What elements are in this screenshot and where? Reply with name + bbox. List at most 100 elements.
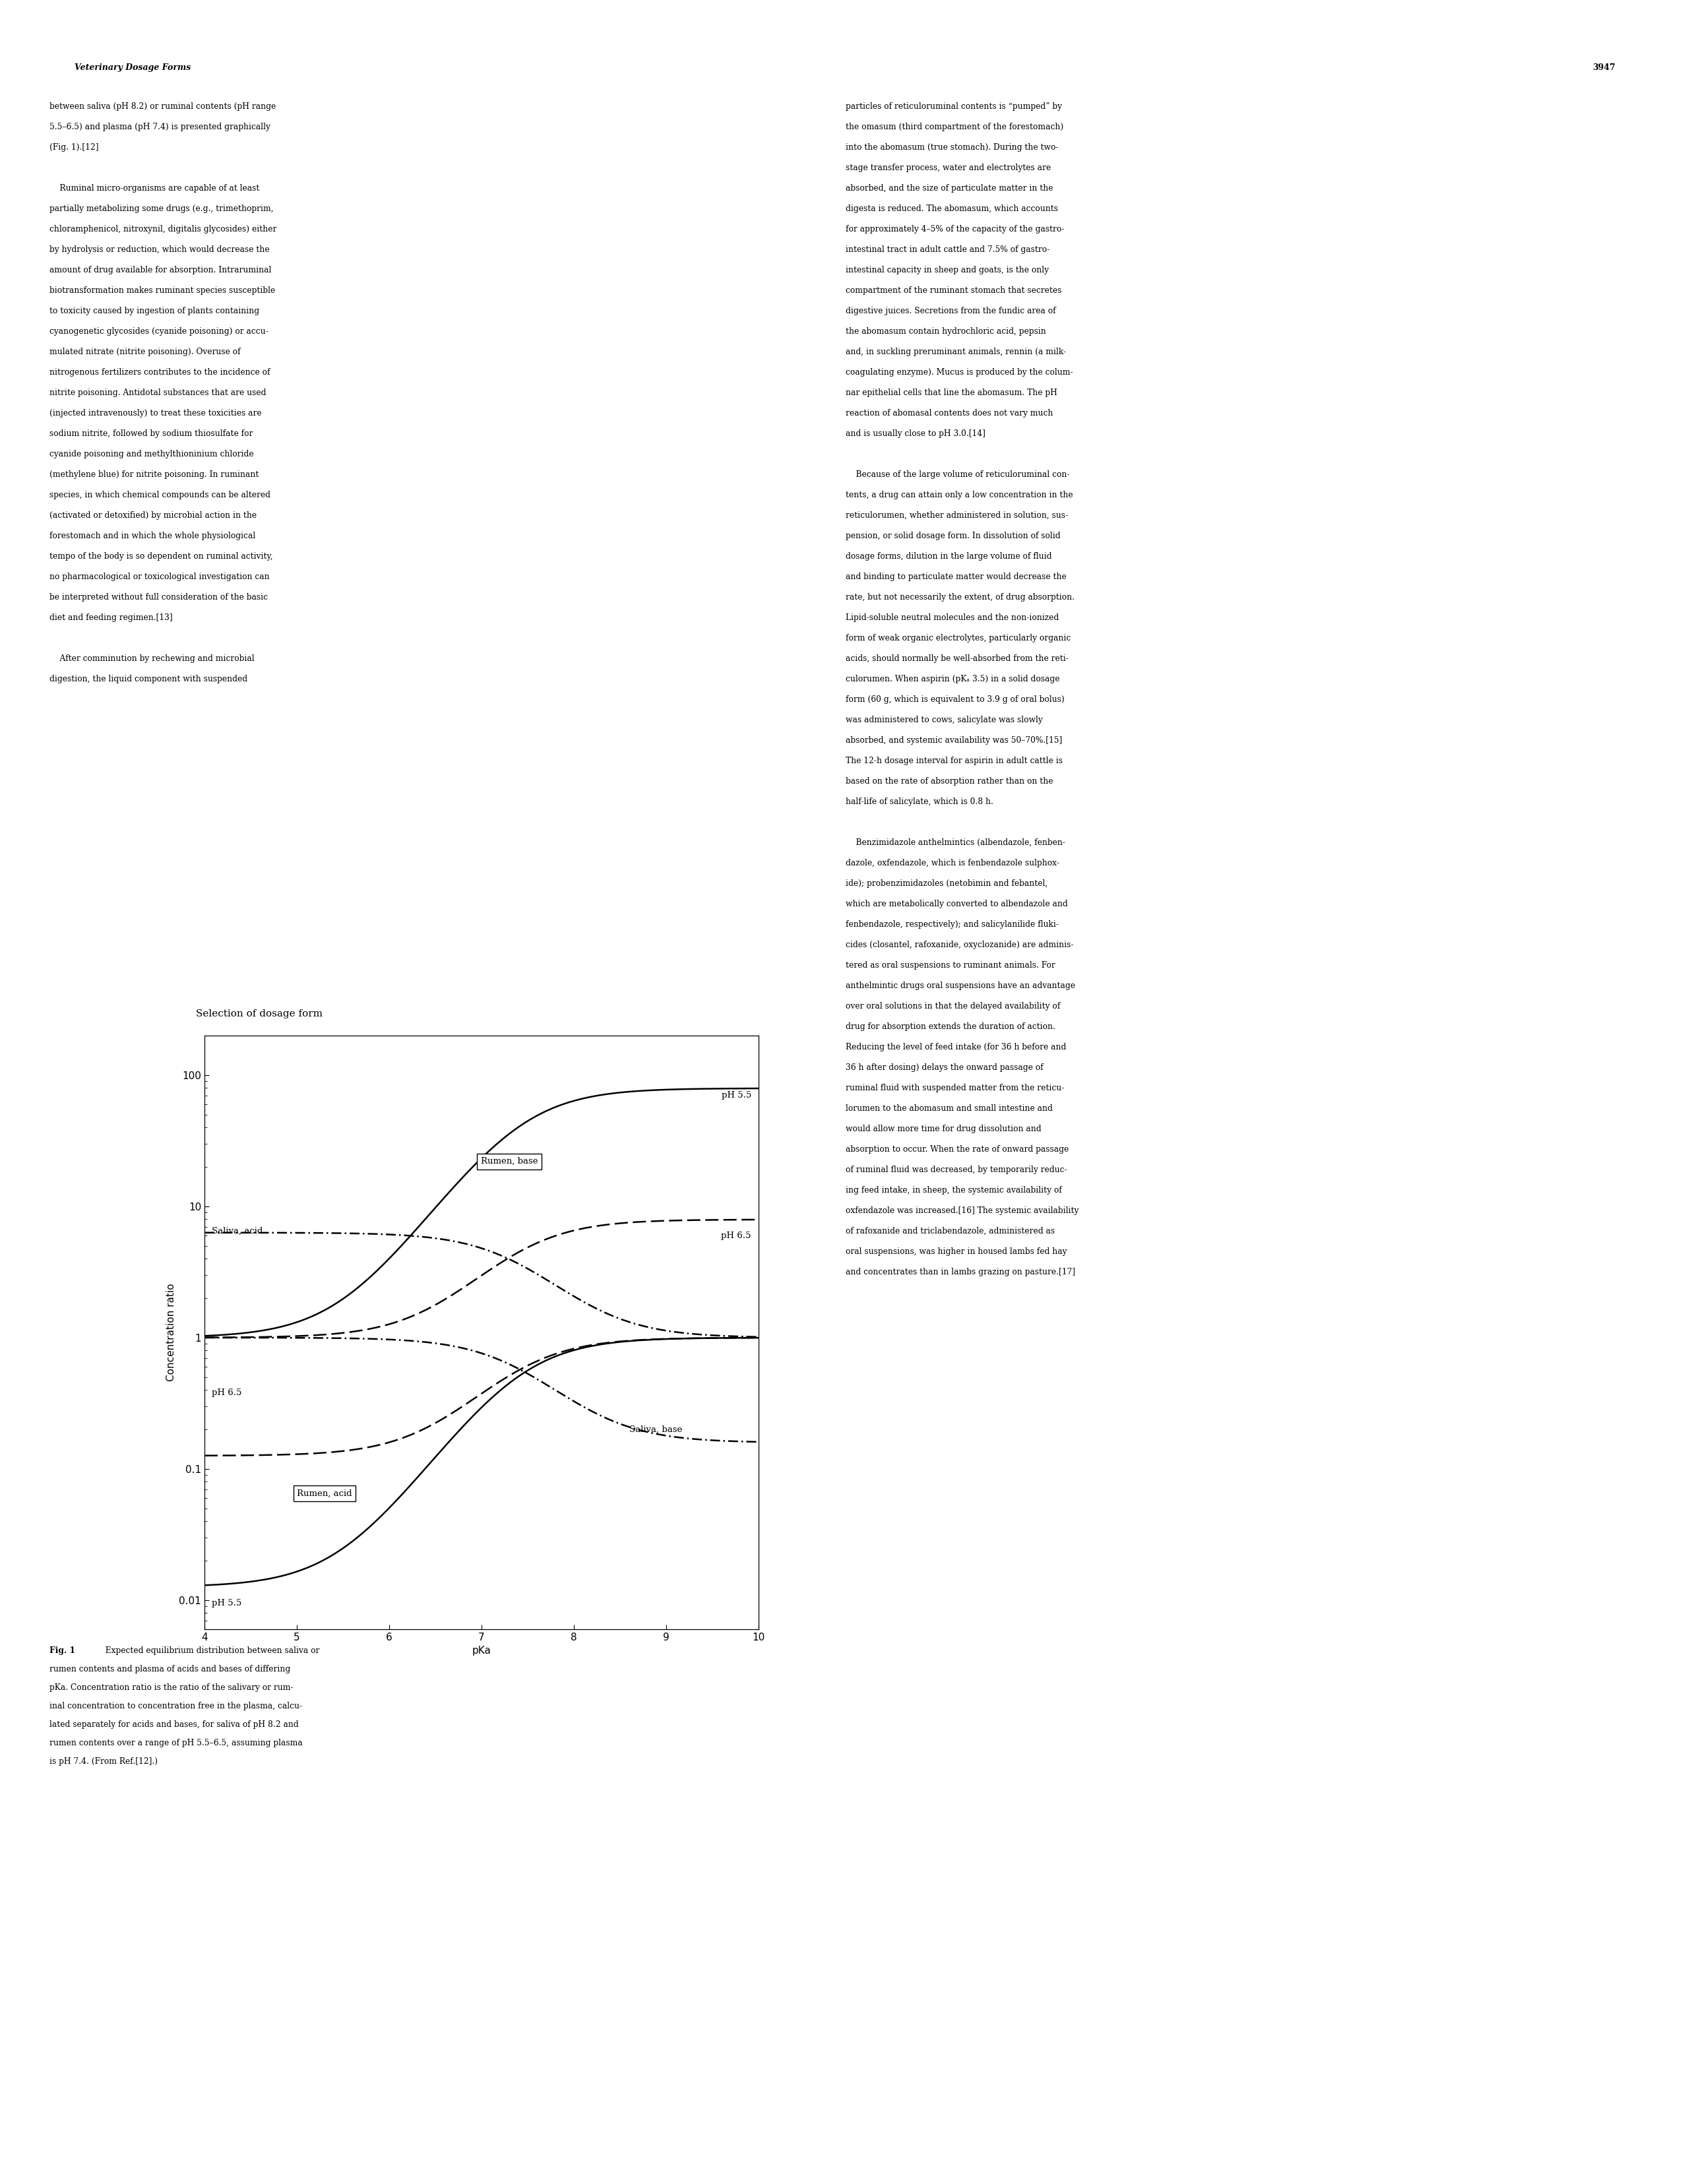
Text: form (60 g, which is equivalent to 3.9 g of oral bolus): form (60 g, which is equivalent to 3.9 g… <box>845 695 1065 703</box>
Text: of ruminal fluid was decreased, by temporarily reduc-: of ruminal fluid was decreased, by tempo… <box>845 1166 1066 1175</box>
Text: Veterinary Dosage Forms: Veterinary Dosage Forms <box>74 63 191 72</box>
Text: diet and feeding regimen.[13]: diet and feeding regimen.[13] <box>49 614 172 622</box>
Text: chloramphenicol, nitroxynil, digitalis glycosides) either: chloramphenicol, nitroxynil, digitalis g… <box>49 225 277 234</box>
Text: digestive juices. Secretions from the fundic area of: digestive juices. Secretions from the fu… <box>845 306 1056 314</box>
Text: 36 h after dosing) delays the onward passage of: 36 h after dosing) delays the onward pas… <box>845 1064 1043 1072</box>
Text: lated separately for acids and bases, for saliva of pH 8.2 and: lated separately for acids and bases, fo… <box>49 1721 299 1730</box>
Text: nitrite poisoning. Antidotal substances that are used: nitrite poisoning. Antidotal substances … <box>49 389 265 397</box>
Text: and, in suckling preruminant animals, rennin (a milk-: and, in suckling preruminant animals, re… <box>845 347 1066 356</box>
Text: 3947: 3947 <box>1592 63 1616 72</box>
Text: half-life of salicylate, which is 0.8 h.: half-life of salicylate, which is 0.8 h. <box>845 797 994 806</box>
Text: Saliva, acid: Saliva, acid <box>211 1227 264 1236</box>
Text: (methylene blue) for nitrite poisoning. In ruminant: (methylene blue) for nitrite poisoning. … <box>49 470 259 478</box>
Text: oral suspensions, was higher in housed lambs fed hay: oral suspensions, was higher in housed l… <box>845 1247 1066 1256</box>
Text: Reducing the level of feed intake (for 36 h before and: Reducing the level of feed intake (for 3… <box>845 1042 1066 1051</box>
X-axis label: pKa: pKa <box>472 1647 492 1655</box>
Text: culorumen. When aspirin (pKₐ 3.5) in a solid dosage: culorumen. When aspirin (pKₐ 3.5) in a s… <box>845 675 1060 684</box>
Text: acids, should normally be well-absorbed from the reti-: acids, should normally be well-absorbed … <box>845 655 1068 664</box>
Text: species, in which chemical compounds can be altered: species, in which chemical compounds can… <box>49 491 270 500</box>
Text: The 12-h dosage interval for aspirin in adult cattle is: The 12-h dosage interval for aspirin in … <box>845 756 1063 764</box>
Text: nitrogenous fertilizers contributes to the incidence of: nitrogenous fertilizers contributes to t… <box>49 369 270 376</box>
Text: tents, a drug can attain only a low concentration in the: tents, a drug can attain only a low conc… <box>845 491 1073 500</box>
Text: Rumen, base: Rumen, base <box>480 1158 537 1166</box>
Text: rumen contents and plasma of acids and bases of differing: rumen contents and plasma of acids and b… <box>49 1664 291 1673</box>
Text: digestion, the liquid component with suspended: digestion, the liquid component with sus… <box>49 675 247 684</box>
Text: into the abomasum (true stomach). During the two-: into the abomasum (true stomach). During… <box>845 144 1058 151</box>
Text: cides (closantel, rafoxanide, oxyclozanide) are adminis-: cides (closantel, rafoxanide, oxyclozani… <box>845 941 1073 950</box>
Text: Veterinary–
Virtual: Veterinary– Virtual <box>1648 1201 1661 1245</box>
Text: ide); probenzimidazoles (netobimin and febantel,: ide); probenzimidazoles (netobimin and f… <box>845 880 1048 889</box>
Text: Benzimidazole anthelmintics (albendazole, fenben-: Benzimidazole anthelmintics (albendazole… <box>845 839 1065 847</box>
Text: Because of the large volume of reticuloruminal con-: Because of the large volume of reticulor… <box>845 470 1070 478</box>
Text: pH 6.5: pH 6.5 <box>211 1389 242 1398</box>
Text: and is usually close to pH 3.0.[14]: and is usually close to pH 3.0.[14] <box>845 430 985 439</box>
Text: ing feed intake, in sheep, the systemic availability of: ing feed intake, in sheep, the systemic … <box>845 1186 1061 1195</box>
Text: drug for absorption extends the duration of action.: drug for absorption extends the duration… <box>845 1022 1055 1031</box>
Text: pH 5.5: pH 5.5 <box>722 1092 750 1101</box>
Text: absorbed, and the size of particulate matter in the: absorbed, and the size of particulate ma… <box>845 183 1053 192</box>
Text: based on the rate of absorption rather than on the: based on the rate of absorption rather t… <box>845 778 1053 786</box>
Text: Saliva, base: Saliva, base <box>629 1426 683 1433</box>
Text: intestinal tract in adult cattle and 7.5% of gastro-: intestinal tract in adult cattle and 7.5… <box>845 245 1049 253</box>
Text: dazole, oxfendazole, which is fenbendazole sulphox-: dazole, oxfendazole, which is fenbendazo… <box>845 858 1060 867</box>
Text: to toxicity caused by ingestion of plants containing: to toxicity caused by ingestion of plant… <box>49 306 259 314</box>
Text: forestomach and in which the whole physiological: forestomach and in which the whole physi… <box>49 531 255 539</box>
Text: nar epithelial cells that line the abomasum. The pH: nar epithelial cells that line the aboma… <box>845 389 1058 397</box>
Text: of rafoxanide and triclabendazole, administered as: of rafoxanide and triclabendazole, admin… <box>845 1227 1055 1236</box>
Text: intestinal capacity in sheep and goats, is the only: intestinal capacity in sheep and goats, … <box>845 266 1049 275</box>
Text: digesta is reduced. The abomasum, which accounts: digesta is reduced. The abomasum, which … <box>845 205 1058 214</box>
Text: tered as oral suspensions to ruminant animals. For: tered as oral suspensions to ruminant an… <box>845 961 1055 970</box>
Text: cyanogenetic glycosides (cyanide poisoning) or accu-: cyanogenetic glycosides (cyanide poisoni… <box>49 328 269 336</box>
Text: (Fig. 1).[12]: (Fig. 1).[12] <box>49 144 98 151</box>
Text: amount of drug available for absorption. Intraruminal: amount of drug available for absorption.… <box>49 266 272 275</box>
Text: Expected equilibrium distribution between saliva or: Expected equilibrium distribution betwee… <box>100 1647 319 1655</box>
Text: would allow more time for drug dissolution and: would allow more time for drug dissoluti… <box>845 1125 1041 1133</box>
Text: by hydrolysis or reduction, which would decrease the: by hydrolysis or reduction, which would … <box>49 245 269 253</box>
Text: (activated or detoxified) by microbial action in the: (activated or detoxified) by microbial a… <box>49 511 257 520</box>
Text: dosage forms, dilution in the large volume of fluid: dosage forms, dilution in the large volu… <box>845 553 1051 561</box>
Text: mulated nitrate (nitrite poisoning). Overuse of: mulated nitrate (nitrite poisoning). Ove… <box>49 347 240 356</box>
Text: fenbendazole, respectively); and salicylanilide fluki-: fenbendazole, respectively); and salicyl… <box>845 919 1058 928</box>
Text: pKa. Concentration ratio is the ratio of the salivary or rum-: pKa. Concentration ratio is the ratio of… <box>49 1684 294 1693</box>
Text: be interpreted without full consideration of the basic: be interpreted without full consideratio… <box>49 594 267 601</box>
Text: is pH 7.4. (From Ref.[12].): is pH 7.4. (From Ref.[12].) <box>49 1758 157 1767</box>
Text: between saliva (pH 8.2) or ruminal contents (pH range: between saliva (pH 8.2) or ruminal conte… <box>49 103 275 111</box>
Text: was administered to cows, salicylate was slowly: was administered to cows, salicylate was… <box>845 716 1043 725</box>
Text: ruminal fluid with suspended matter from the reticu-: ruminal fluid with suspended matter from… <box>845 1083 1065 1092</box>
Text: reaction of abomasal contents does not vary much: reaction of abomasal contents does not v… <box>845 408 1053 417</box>
Text: lorumen to the abomasum and small intestine and: lorumen to the abomasum and small intest… <box>845 1105 1053 1114</box>
Text: and binding to particulate matter would decrease the: and binding to particulate matter would … <box>845 572 1066 581</box>
Text: sodium nitrite, followed by sodium thiosulfate for: sodium nitrite, followed by sodium thios… <box>49 430 254 439</box>
Text: pension, or solid dosage form. In dissolution of solid: pension, or solid dosage form. In dissol… <box>845 531 1060 539</box>
Y-axis label: Concentration ratio: Concentration ratio <box>166 1284 176 1382</box>
Text: which are metabolically converted to albendazole and: which are metabolically converted to alb… <box>845 900 1068 909</box>
Text: over oral solutions in that the delayed availability of: over oral solutions in that the delayed … <box>845 1002 1060 1011</box>
Text: After comminution by rechewing and microbial: After comminution by rechewing and micro… <box>49 655 255 664</box>
Text: pH 5.5: pH 5.5 <box>211 1599 242 1607</box>
Text: the abomasum contain hydrochloric acid, pepsin: the abomasum contain hydrochloric acid, … <box>845 328 1046 336</box>
Text: partially metabolizing some drugs (e.g., trimethoprim,: partially metabolizing some drugs (e.g.,… <box>49 205 274 214</box>
Text: compartment of the ruminant stomach that secretes: compartment of the ruminant stomach that… <box>845 286 1061 295</box>
Text: pH 6.5: pH 6.5 <box>722 1232 750 1241</box>
Text: Lipid-soluble neutral molecules and the non-ionized: Lipid-soluble neutral molecules and the … <box>845 614 1060 622</box>
Text: coagulating enzyme). Mucus is produced by the colum-: coagulating enzyme). Mucus is produced b… <box>845 369 1073 376</box>
Text: for approximately 4–5% of the capacity of the gastro-: for approximately 4–5% of the capacity o… <box>845 225 1065 234</box>
Text: Selection of dosage form: Selection of dosage form <box>196 1009 323 1018</box>
Text: stage transfer process, water and electrolytes are: stage transfer process, water and electr… <box>845 164 1051 173</box>
Text: no pharmacological or toxicological investigation can: no pharmacological or toxicological inve… <box>49 572 269 581</box>
Text: anthelmintic drugs oral suspensions have an advantage: anthelmintic drugs oral suspensions have… <box>845 981 1075 989</box>
Text: form of weak organic electrolytes, particularly organic: form of weak organic electrolytes, parti… <box>845 633 1071 642</box>
Text: (injected intravenously) to treat these toxicities are: (injected intravenously) to treat these … <box>49 408 262 417</box>
Text: rumen contents over a range of pH 5.5–6.5, assuming plasma: rumen contents over a range of pH 5.5–6.… <box>49 1738 303 1747</box>
Text: and concentrates than in lambs grazing on pasture.[17]: and concentrates than in lambs grazing o… <box>845 1267 1075 1275</box>
Text: reticulorumen, whether administered in solution, sus-: reticulorumen, whether administered in s… <box>845 511 1068 520</box>
Text: rate, but not necessarily the extent, of drug absorption.: rate, but not necessarily the extent, of… <box>845 594 1075 601</box>
Text: cyanide poisoning and methylthioninium chloride: cyanide poisoning and methylthioninium c… <box>49 450 254 459</box>
Text: 5.5–6.5) and plasma (pH 7.4) is presented graphically: 5.5–6.5) and plasma (pH 7.4) is presente… <box>49 122 270 131</box>
Text: Ruminal micro-organisms are capable of at least: Ruminal micro-organisms are capable of a… <box>49 183 260 192</box>
Text: Fig. 1: Fig. 1 <box>49 1647 74 1655</box>
Text: particles of reticuloruminal contents is “pumped” by: particles of reticuloruminal contents is… <box>845 103 1061 111</box>
Text: inal concentration to concentration free in the plasma, calcu-: inal concentration to concentration free… <box>49 1701 303 1710</box>
Text: absorption to occur. When the rate of onward passage: absorption to occur. When the rate of on… <box>845 1144 1068 1153</box>
Text: tempo of the body is so dependent on ruminal activity,: tempo of the body is so dependent on rum… <box>49 553 272 561</box>
